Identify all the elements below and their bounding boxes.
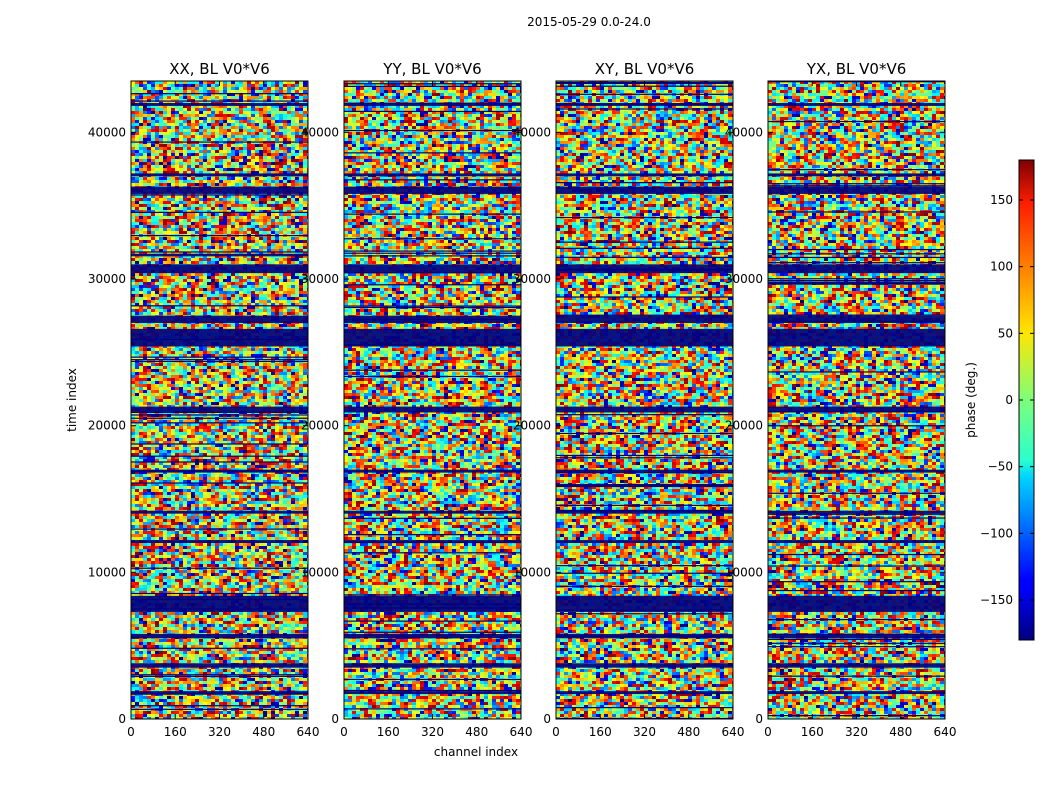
colorbar: −150 −100 −50 0 50 100 150 phase (deg.) xyxy=(964,159,1035,641)
panel-title: YX, BL V0*V6 xyxy=(806,60,907,78)
x-tick-label: 160 xyxy=(801,725,824,739)
phase-image xyxy=(768,81,945,719)
colorbar-tick-label: −100 xyxy=(980,526,1013,540)
y-tick-label: 20000 xyxy=(301,419,339,433)
panels: XX, BL V0*V6 0 160 320 480 640 0 10000 20000 3000… xyxy=(88,60,957,739)
panel-2: YY, BL V0*V6 0 160 320 480 640 0 10000 20000 3000… xyxy=(301,60,533,739)
y-tick-label: 20000 xyxy=(725,419,763,433)
x-tick-label: 160 xyxy=(164,725,187,739)
x-tick-label: 640 xyxy=(934,725,957,739)
panel-title: XY, BL V0*V6 xyxy=(595,60,695,78)
colorbar-ticks: −150 −100 −50 0 50 100 150 xyxy=(980,193,1034,607)
y-tick-label: 30000 xyxy=(725,272,763,286)
panel-1: XX, BL V0*V6 0 160 320 480 640 0 10000 20000 3000… xyxy=(88,60,320,739)
panel-3: XY, BL V0*V6 0 160 320 480 640 0 10000 20000 3000… xyxy=(513,60,745,739)
y-tick-label: 0 xyxy=(331,712,339,726)
y-tick-label: 40000 xyxy=(88,125,126,139)
y-axis-label: time index xyxy=(65,368,79,432)
x-tick-label: 0 xyxy=(764,725,772,739)
x-tick-label: 160 xyxy=(377,725,400,739)
phase-image xyxy=(131,81,308,719)
colorbar-tick-label: 100 xyxy=(990,260,1013,274)
colorbar-label: phase (deg.) xyxy=(964,362,978,438)
panel-4: YX, BL V0*V6 0 160 320 480 640 0 10000 20000 3000… xyxy=(725,60,957,739)
x-tick-label: 640 xyxy=(510,725,533,739)
y-tick-label: 10000 xyxy=(513,565,551,579)
x-tick-label: 480 xyxy=(889,725,912,739)
y-tick-label: 0 xyxy=(118,712,126,726)
colorbar-tick-label: −50 xyxy=(988,460,1013,474)
x-tick-label: 480 xyxy=(252,725,275,739)
colorbar-tick-label: −150 xyxy=(980,593,1013,607)
x-tick-label: 0 xyxy=(552,725,560,739)
y-tick-label: 20000 xyxy=(88,419,126,433)
y-tick-label: 30000 xyxy=(513,272,551,286)
y-tick-label: 0 xyxy=(543,712,551,726)
y-tick-label: 40000 xyxy=(513,125,551,139)
phase-image xyxy=(344,81,521,719)
x-tick-label: 480 xyxy=(677,725,700,739)
colorbar-tick-label: 50 xyxy=(998,326,1013,340)
y-tick-label: 30000 xyxy=(301,272,339,286)
x-tick-label: 0 xyxy=(127,725,135,739)
x-tick-label: 320 xyxy=(421,725,444,739)
y-tick-label: 0 xyxy=(755,712,763,726)
y-tick-label: 10000 xyxy=(301,565,339,579)
x-tick-label: 640 xyxy=(722,725,745,739)
x-tick-label: 320 xyxy=(208,725,231,739)
x-tick-label: 480 xyxy=(465,725,488,739)
x-tick-label: 0 xyxy=(340,725,348,739)
phase-image xyxy=(556,81,733,719)
y-tick-label: 30000 xyxy=(88,272,126,286)
x-tick-label: 160 xyxy=(589,725,612,739)
x-tick-label: 320 xyxy=(633,725,656,739)
figure-suptitle: 2015-05-29 0.0-24.0 xyxy=(527,15,651,29)
y-tick-label: 10000 xyxy=(725,565,763,579)
y-tick-label: 10000 xyxy=(88,565,126,579)
y-tick-label: 20000 xyxy=(513,419,551,433)
panel-title: XX, BL V0*V6 xyxy=(169,60,270,78)
panel-title: YY, BL V0*V6 xyxy=(382,60,481,78)
y-tick-label: 40000 xyxy=(725,125,763,139)
colorbar-tick-label: 0 xyxy=(1005,393,1013,407)
colorbar-tick-label: 150 xyxy=(990,193,1013,207)
x-axis-label: channel index xyxy=(434,745,518,759)
x-tick-label: 640 xyxy=(297,725,320,739)
y-tick-label: 40000 xyxy=(301,125,339,139)
x-tick-label: 320 xyxy=(845,725,868,739)
